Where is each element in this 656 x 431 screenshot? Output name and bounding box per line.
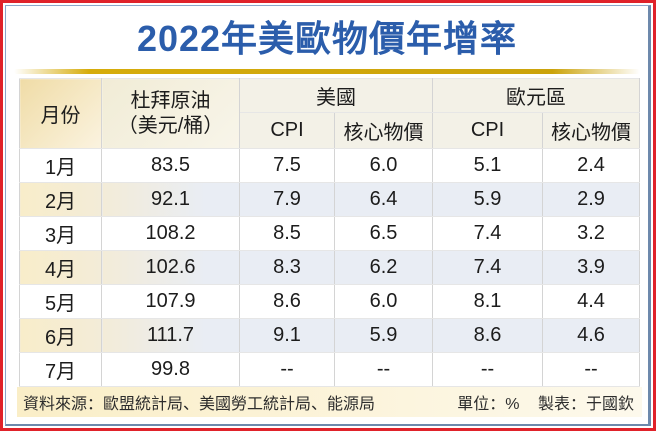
us-core-cell: 6.2 bbox=[334, 250, 433, 285]
oil-cell: 107.9 bbox=[101, 284, 240, 319]
header-sub-row: CPI 核心物價 CPI 核心物價 bbox=[20, 112, 640, 149]
eu-core-cell: 2.4 bbox=[542, 148, 640, 183]
eu-cpi-cell: 8.6 bbox=[432, 318, 543, 353]
header-oil-line1: 杜拜原油 bbox=[130, 89, 211, 112]
eu-cpi-cell: -- bbox=[432, 352, 543, 387]
eu-core-cell: 2.9 bbox=[542, 182, 640, 217]
inner-blue-frame: 2022年美歐物價年增率 月份 杜拜原油 （美元/桶） 美國 歐元區 bbox=[5, 5, 651, 426]
us-core-cell: 6.0 bbox=[334, 148, 433, 183]
month-cell: 4月 bbox=[19, 250, 102, 285]
table-header: 月份 杜拜原油 （美元/桶） 美國 歐元區 CPI 核心物價 CPI 核心物價 bbox=[19, 78, 640, 149]
us-cpi-cell: 8.5 bbox=[239, 216, 335, 251]
oil-cell: 108.2 bbox=[101, 216, 240, 251]
table-row: 6月 111.7 9.1 5.9 8.6 4.6 bbox=[19, 318, 640, 353]
header-oil: 杜拜原油 （美元/桶） bbox=[101, 78, 240, 149]
header-us-group: 美國 bbox=[239, 78, 433, 113]
month-cell: 6月 bbox=[19, 318, 102, 353]
us-core-cell: 6.0 bbox=[334, 284, 433, 319]
table-body: 1月 83.5 7.5 6.0 5.1 2.4 2月 92.1 7.9 6.4 … bbox=[19, 148, 640, 387]
unit-note: 單位：% bbox=[457, 396, 520, 413]
footer-note: 資料來源：歐盟統計局、美國勞工統計局、能源局 單位：% 製表：于國欽 bbox=[17, 387, 642, 417]
us-core-cell: 5.9 bbox=[334, 318, 433, 353]
table-row: 2月 92.1 7.9 6.4 5.9 2.9 bbox=[19, 182, 640, 217]
eu-core-cell: 3.2 bbox=[542, 216, 640, 251]
eu-cpi-cell: 7.4 bbox=[432, 216, 543, 251]
header-group-row: 月份 杜拜原油 （美元/桶） 美國 歐元區 bbox=[19, 78, 640, 149]
eu-core-cell: 3.9 bbox=[542, 250, 640, 285]
eu-core-cell: -- bbox=[542, 352, 640, 387]
title-bar: 2022年美歐物價年增率 bbox=[12, 6, 642, 66]
eu-core-cell: 4.6 bbox=[542, 318, 640, 353]
us-cpi-cell: 8.6 bbox=[239, 284, 335, 319]
month-cell: 1月 bbox=[19, 148, 102, 183]
oil-cell: 102.6 bbox=[101, 250, 240, 285]
header-eu-core: 核心物價 bbox=[542, 112, 640, 149]
table-row: 1月 83.5 7.5 6.0 5.1 2.4 bbox=[19, 148, 640, 183]
us-cpi-cell: 8.3 bbox=[239, 250, 335, 285]
table-row: 7月 99.8 -- -- -- -- bbox=[19, 352, 640, 387]
page-title: 2022年美歐物價年增率 bbox=[136, 18, 518, 59]
oil-cell: 83.5 bbox=[101, 148, 240, 183]
us-cpi-cell: -- bbox=[239, 352, 335, 387]
eu-cpi-cell: 8.1 bbox=[432, 284, 543, 319]
header-eu-group: 歐元區 bbox=[432, 78, 640, 113]
maker-note: 製表：于國欽 bbox=[537, 396, 634, 413]
footer-right-group: 單位：% 製表：于國欽 bbox=[457, 390, 634, 414]
data-table: 月份 杜拜原油 （美元/桶） 美國 歐元區 CPI 核心物價 CPI 核心物價 … bbox=[19, 78, 640, 387]
month-cell: 3月 bbox=[19, 216, 102, 251]
us-core-cell: 6.4 bbox=[334, 182, 433, 217]
month-cell: 7月 bbox=[19, 352, 102, 387]
header-month: 月份 bbox=[19, 78, 102, 149]
table-row: 3月 108.2 8.5 6.5 7.4 3.2 bbox=[19, 216, 640, 251]
gold-divider bbox=[14, 69, 640, 74]
eu-cpi-cell: 5.9 bbox=[432, 182, 543, 217]
us-cpi-cell: 7.5 bbox=[239, 148, 335, 183]
header-oil-line2: （美元/桶） bbox=[117, 114, 224, 137]
eu-core-cell: 4.4 bbox=[542, 284, 640, 319]
eu-cpi-cell: 7.4 bbox=[432, 250, 543, 285]
us-cpi-cell: 7.9 bbox=[239, 182, 335, 217]
table-row: 5月 107.9 8.6 6.0 8.1 4.4 bbox=[19, 284, 640, 319]
oil-cell: 111.7 bbox=[101, 318, 240, 353]
header-us-cpi: CPI bbox=[239, 112, 335, 149]
header-eu-cpi: CPI bbox=[432, 112, 543, 149]
oil-cell: 99.8 bbox=[101, 352, 240, 387]
oil-cell: 92.1 bbox=[101, 182, 240, 217]
source-note: 資料來源：歐盟統計局、美國勞工統計局、能源局 bbox=[23, 396, 376, 413]
month-cell: 2月 bbox=[19, 182, 102, 217]
us-cpi-cell: 9.1 bbox=[239, 318, 335, 353]
us-core-cell: 6.5 bbox=[334, 216, 433, 251]
header-us-core: 核心物價 bbox=[334, 112, 433, 149]
us-core-cell: -- bbox=[334, 352, 433, 387]
month-cell: 5月 bbox=[19, 284, 102, 319]
eu-cpi-cell: 5.1 bbox=[432, 148, 543, 183]
table-row: 4月 102.6 8.3 6.2 7.4 3.9 bbox=[19, 250, 640, 285]
